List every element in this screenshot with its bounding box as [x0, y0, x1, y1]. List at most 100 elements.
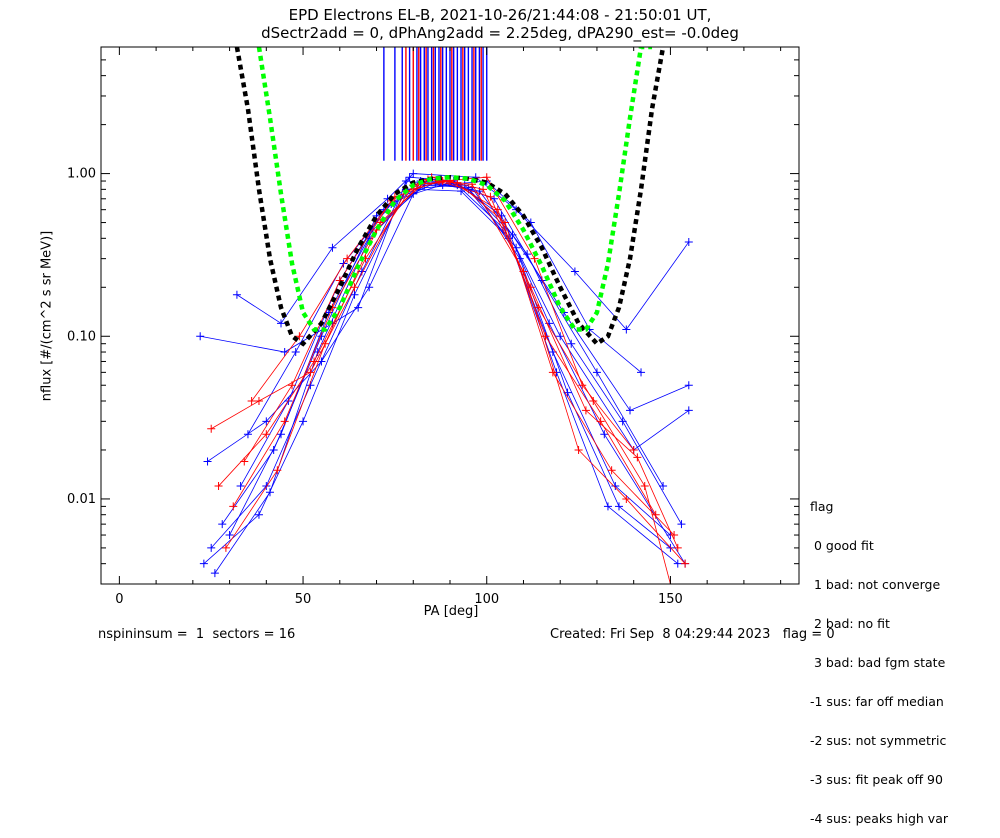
- data-point: [677, 520, 686, 529]
- series-line: [236, 173, 690, 331]
- series-line: [218, 180, 657, 515]
- data-point: [479, 185, 488, 194]
- series-line: [221, 180, 690, 525]
- data-point: [243, 430, 252, 439]
- fit-curve-green: [256, 47, 653, 332]
- data-point: [629, 445, 638, 454]
- y-tick-label: 0.10: [67, 329, 96, 344]
- legend-item: 3 bad: bad fgm state: [810, 655, 946, 670]
- data-point: [673, 543, 682, 552]
- data-point: [299, 417, 308, 426]
- chart-plot: 0 50 100 150 0.01 0.10 1.00: [67, 46, 800, 607]
- data-point: [269, 445, 278, 454]
- data-point: [589, 396, 598, 405]
- data-point: [280, 417, 289, 426]
- data-point: [670, 531, 679, 540]
- data-point: [254, 510, 263, 519]
- data-point: [265, 488, 274, 497]
- data-point: [523, 250, 532, 259]
- data-point: [262, 430, 271, 439]
- data-point: [637, 368, 646, 377]
- data-point: [607, 466, 616, 475]
- data-point: [199, 559, 208, 568]
- data-point: [273, 466, 282, 475]
- data-point: [622, 325, 631, 334]
- data-point: [684, 237, 693, 246]
- fit-curve-black: [234, 47, 666, 347]
- data-point: [548, 368, 557, 377]
- data-point: [254, 396, 263, 405]
- data-point: [214, 482, 223, 491]
- data-point: [350, 290, 359, 299]
- data-point: [409, 169, 418, 178]
- data-point: [277, 319, 286, 328]
- x-tick-label: 0: [115, 592, 123, 607]
- data-point: [321, 339, 330, 348]
- data-point: [626, 406, 635, 415]
- data-point: [684, 406, 693, 415]
- data-point: [225, 531, 234, 540]
- data-point: [501, 218, 510, 227]
- data-point: [288, 381, 297, 390]
- x-tick-label: 150: [658, 592, 683, 607]
- data-point: [574, 445, 583, 454]
- data-point: [207, 424, 216, 433]
- legend-item: -1 sus: far off median: [810, 694, 944, 709]
- data-point: [486, 192, 495, 201]
- series-line: [225, 182, 675, 549]
- data-point: [196, 332, 205, 341]
- legend-item: 0 good fit: [810, 538, 874, 553]
- data-point: [221, 543, 230, 552]
- data-point: [684, 381, 693, 390]
- data-point: [328, 243, 337, 252]
- y-tick-label: 1.00: [67, 167, 96, 182]
- footer-spin-info: nspininsum = 1 sectors = 16: [98, 627, 296, 642]
- data-point: [482, 173, 491, 182]
- data-point: [570, 267, 579, 276]
- footer-created-info: Created: Fri Sep 8 04:29:44 2023 flag = …: [550, 627, 835, 642]
- legend-item: -2 sus: not symmetric: [810, 733, 947, 748]
- series-line: [240, 180, 689, 487]
- data-point: [556, 332, 565, 341]
- data-point: [229, 502, 238, 511]
- data-point: [365, 283, 374, 292]
- flag-legend: flag 0 good fit 1 bad: not converge 2 ba…: [810, 474, 948, 838]
- data-point: [262, 482, 271, 491]
- legend-item: -4 sus: peaks high var: [810, 811, 949, 826]
- data-point: [673, 559, 682, 568]
- data-point: [339, 259, 348, 268]
- data-point: [295, 332, 304, 341]
- data-point: [291, 348, 300, 357]
- data-point: [640, 482, 649, 491]
- data-point: [207, 543, 216, 552]
- x-axis-label: PA [deg]: [423, 604, 479, 619]
- data-point: [210, 569, 219, 578]
- series-line: [251, 180, 671, 584]
- data-point: [247, 396, 256, 405]
- y-tick-label: 0.01: [67, 492, 96, 507]
- data-point: [277, 430, 286, 439]
- data-point: [659, 482, 668, 491]
- data-point: [203, 457, 212, 466]
- data-point: [600, 430, 609, 439]
- legend-item: 2 bad: no fit: [810, 616, 890, 631]
- chart-title-line1: EPD Electrons EL-B, 2021-10-26/21:44:08 …: [288, 6, 712, 24]
- x-tick-label: 50: [295, 592, 312, 607]
- data-point: [493, 205, 502, 214]
- legend-title: flag: [810, 499, 834, 514]
- data-point: [343, 254, 352, 263]
- data-point: [457, 187, 466, 196]
- x-tick-label: 100: [474, 592, 499, 607]
- data-point: [611, 482, 620, 491]
- data-point: [232, 290, 241, 299]
- series-line: [203, 184, 671, 564]
- data-point: [603, 502, 612, 511]
- legend-item: 1 bad: not converge: [810, 577, 941, 592]
- plot-area: [196, 47, 693, 584]
- data-point: [618, 417, 627, 426]
- y-axis-label: nflux [#/(cm^2 s sr MeV)]: [39, 230, 55, 402]
- series-line: [207, 182, 664, 487]
- data-point: [350, 283, 359, 292]
- data-point: [614, 502, 623, 511]
- series-line: [229, 184, 671, 549]
